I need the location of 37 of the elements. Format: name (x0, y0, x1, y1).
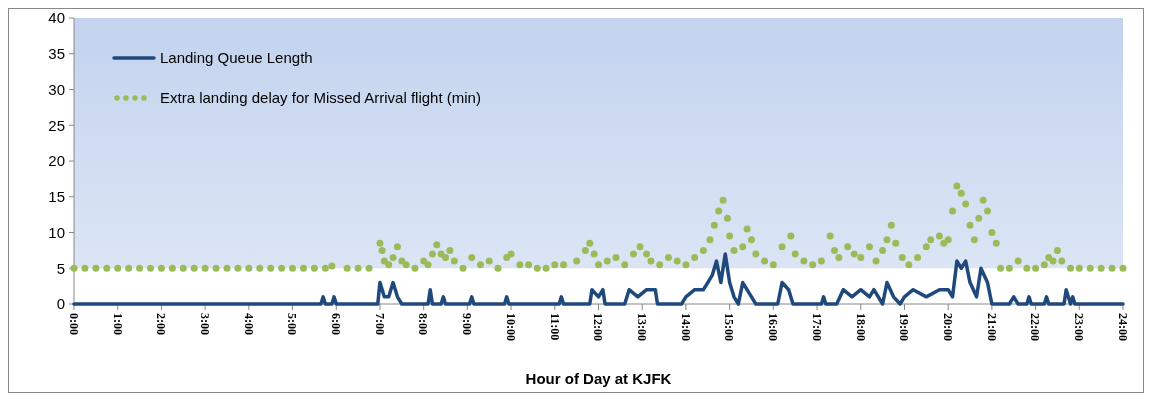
x-tick-label: 15:00 (722, 313, 737, 341)
x-tick-label: 3:00 (197, 313, 212, 335)
y-tick-label: 5 (56, 259, 65, 277)
x-tick-label: 23:00 (1072, 313, 1087, 341)
x-tick-label: 8:00 (416, 313, 431, 335)
x-tick-label: 21:00 (984, 313, 999, 341)
x-tick-label: 13:00 (635, 313, 650, 341)
x-tick-label: 22:00 (1028, 313, 1043, 341)
x-tick-label: 16:00 (766, 313, 781, 341)
y-tick-label: 20 (48, 152, 65, 170)
x-tick-label: 12:00 (591, 313, 606, 341)
x-tick-label: 20:00 (940, 313, 955, 341)
y-tick-label: 30 (48, 80, 65, 98)
x-axis-title: Hour of Day at KJFK (525, 370, 672, 387)
y-tick-label: 25 (48, 116, 65, 134)
x-tick-label: 18:00 (853, 313, 868, 341)
x-tick-label: 19:00 (897, 313, 912, 341)
y-tick-label: 10 (48, 223, 65, 241)
x-tick-label: 17:00 (809, 313, 824, 341)
legend-label: Landing Queue Length (160, 49, 313, 67)
x-tick-label: 4:00 (241, 313, 256, 335)
y-tick-label: 0 (56, 295, 65, 313)
x-tick-label: 9:00 (460, 313, 475, 335)
x-tick-label: 1:00 (110, 313, 125, 335)
x-tick-label: 0:00 (66, 313, 81, 335)
x-tick-label: 10:00 (503, 313, 518, 341)
x-tick-label: 6:00 (329, 313, 344, 335)
y-tick-label: 15 (48, 188, 65, 205)
x-tick-label: 2:00 (154, 313, 169, 335)
x-tick-label: 14:00 (678, 313, 693, 341)
x-tick-label: 7:00 (372, 313, 387, 335)
y-tick-label: 40 (48, 9, 65, 27)
y-tick-label: 35 (48, 45, 65, 62)
x-tick-label: 5:00 (285, 313, 300, 335)
legend-label: Extra landing delay for Missed Arrival flight (min) (160, 89, 481, 107)
x-tick-label: 11:00 (547, 313, 562, 341)
x-tick-label: 24:00 (1115, 313, 1130, 341)
